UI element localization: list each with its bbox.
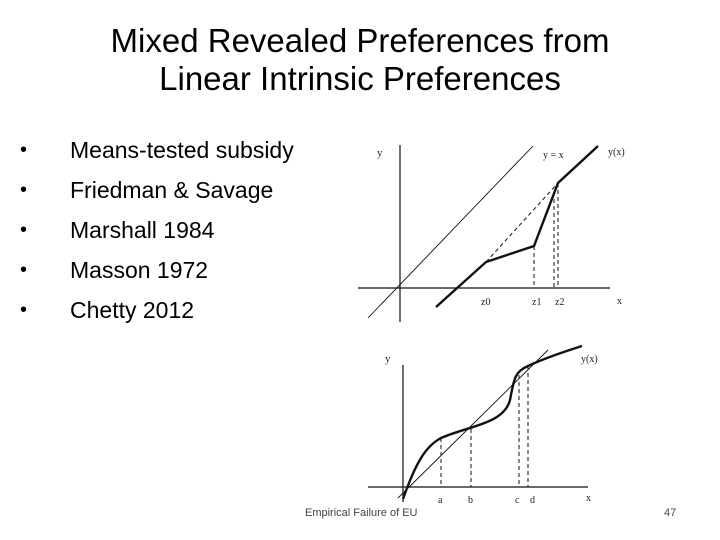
bottom-tick-c: c xyxy=(515,495,520,506)
bullet-item: • Means-tested subsidy xyxy=(14,130,294,170)
top-curve-label: y(x) xyxy=(608,147,625,158)
top-figure xyxy=(358,145,610,322)
bottom-tick-d: d xyxy=(530,495,535,506)
bottom-figure xyxy=(368,344,588,502)
bottom-curve xyxy=(401,344,583,500)
top-x-label: x xyxy=(617,296,622,307)
bullet-text: Masson 1972 xyxy=(70,256,209,283)
title-line-1: Mixed Revealed Preferences from xyxy=(110,22,610,59)
top-tick-z1: z1 xyxy=(532,297,541,308)
footer-text: Empirical Failure of EU xyxy=(305,507,418,519)
bottom-identity-line xyxy=(397,349,549,499)
top-dashed-chord xyxy=(485,182,559,263)
bullet-text: Means-tested subsidy xyxy=(70,136,294,163)
page-number: 47 xyxy=(664,507,677,519)
title-line-2: Linear Intrinsic Preferences xyxy=(159,60,561,97)
bullet-marker: • xyxy=(20,178,28,201)
bottom-x-label: x xyxy=(586,493,591,504)
bullet-marker: • xyxy=(20,298,28,321)
bottom-curve-label: y(x) xyxy=(581,354,598,365)
top-tick-z2: z2 xyxy=(555,297,564,308)
bullet-item: • Marshall 1984 xyxy=(14,210,294,250)
bullet-item: • Masson 1972 xyxy=(14,250,294,290)
bullet-list: • Means-tested subsidy • Friedman & Savage… xyxy=(14,130,294,330)
top-curve xyxy=(435,145,599,308)
bullet-marker: • xyxy=(20,138,28,161)
bullet-marker: • xyxy=(20,258,28,281)
top-identity-line xyxy=(367,145,534,319)
top-y-label: y xyxy=(377,147,383,159)
top-identity-label: y = x xyxy=(543,150,564,161)
top-tick-z0: z0 xyxy=(481,297,490,308)
bullet-marker: • xyxy=(20,218,28,241)
bullet-text: Friedman & Savage xyxy=(70,176,274,203)
bullet-text: Marshall 1984 xyxy=(70,216,215,243)
slide-title: Mixed Revealed Preferences from Linear I… xyxy=(40,22,680,98)
bullet-item: • Friedman & Savage xyxy=(14,170,294,210)
bottom-tick-b: b xyxy=(468,495,473,506)
bottom-tick-a: a xyxy=(438,495,443,506)
bullet-text: Chetty 2012 xyxy=(70,296,195,323)
bottom-y-label: y xyxy=(385,353,391,365)
bullet-item: • Chetty 2012 xyxy=(14,290,294,330)
